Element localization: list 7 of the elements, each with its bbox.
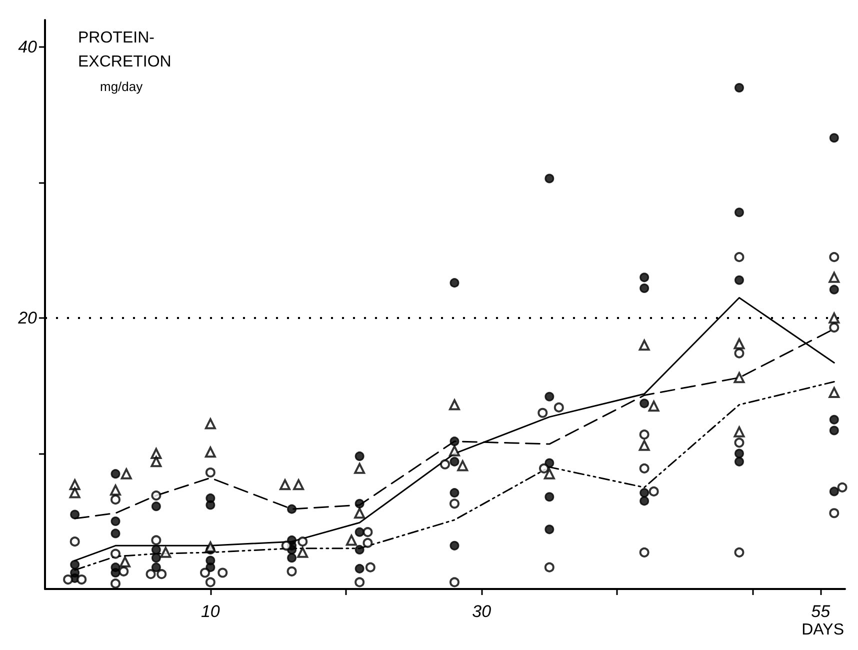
x-tick-label: 30 [472,602,492,621]
x-axis-title: DAYS [802,622,844,638]
y-axis-title: PROTEIN- EXCRETION mg/day [78,30,172,94]
x-tick-label: 10 [200,602,220,621]
y-tick-label: 20 [17,308,38,328]
x-tick-label: 55 [811,602,831,621]
y-tick-label: 40 [18,38,38,57]
